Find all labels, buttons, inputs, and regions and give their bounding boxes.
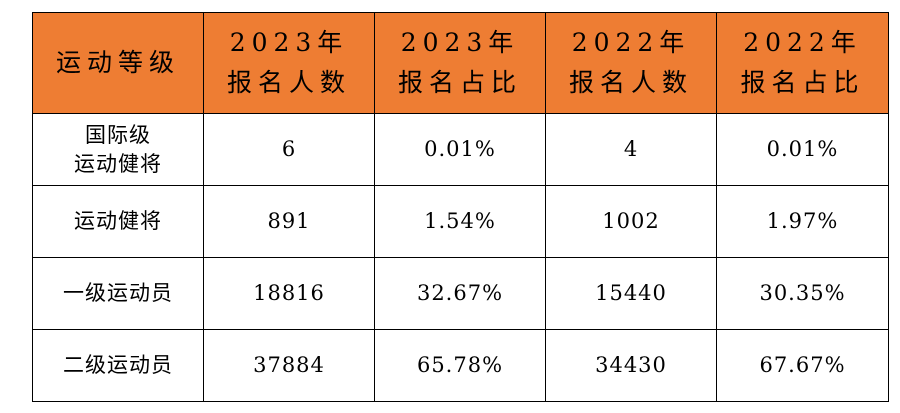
cell-count-2023: 6 [203, 113, 375, 186]
cell-level-line-1: 运动健将 [74, 209, 162, 233]
header-count-2023-line-1: 2023年 [229, 28, 349, 57]
cell-count-2023: 18816 [203, 257, 375, 330]
header-count-2022-line-1: 2022年 [571, 28, 691, 57]
cell-share-2023: 65.78% [374, 329, 546, 402]
header-share-2022: 2022年 报名占比 [716, 12, 889, 114]
cell-level: 运动健将 [32, 185, 204, 258]
header-count-2023-line-2: 报名人数 [226, 68, 351, 97]
cell-level-line-2: 运动健将 [74, 151, 162, 176]
table-row: 国际级 运动健将 6 0.01% 4 0.01% [32, 113, 889, 186]
cell-share-2022: 67.67% [716, 329, 889, 402]
cell-count-2022: 1002 [545, 185, 717, 258]
cell-share-2023: 1.54% [374, 185, 546, 258]
header-row: 运动等级 2023年 报名人数 2023年 报名占比 2022年 报名人数 20… [32, 12, 889, 114]
athlete-registration-table: 运动等级 2023年 报名人数 2023年 报名占比 2022年 报名人数 20… [32, 12, 889, 402]
cell-count-2023: 37884 [203, 329, 375, 402]
cell-count-2022: 34430 [545, 329, 717, 402]
header-count-2023: 2023年 报名人数 [203, 12, 375, 114]
table-row: 二级运动员 37884 65.78% 34430 67.67% [32, 329, 889, 402]
cell-count-2022: 15440 [545, 257, 717, 330]
table-row: 运动健将 891 1.54% 1002 1.97% [32, 185, 889, 258]
cell-level: 国际级 运动健将 [32, 113, 204, 186]
header-share-2022-line-2: 报名占比 [740, 68, 865, 97]
cell-level-line-1: 一级运动员 [63, 281, 173, 305]
table-row: 一级运动员 18816 32.67% 15440 30.35% [32, 257, 889, 330]
cell-level: 二级运动员 [32, 329, 204, 402]
cell-share-2022: 1.97% [716, 185, 889, 258]
cell-level-line-1: 二级运动员 [63, 353, 173, 377]
cell-level-line-1: 国际级 [85, 122, 151, 147]
header-share-2023-line-1: 2023年 [400, 28, 520, 57]
header-share-2023-line-2: 报名占比 [397, 68, 522, 97]
header-level-line-1: 运动等级 [55, 48, 180, 77]
cell-count-2023: 891 [203, 185, 375, 258]
header-share-2022-line-1: 2022年 [743, 28, 862, 57]
header-count-2022: 2022年 报名人数 [545, 12, 717, 114]
cell-share-2023: 0.01% [374, 113, 546, 186]
header-share-2023: 2023年 报名占比 [374, 12, 546, 114]
cell-share-2023: 32.67% [374, 257, 546, 330]
header-count-2022-line-2: 报名人数 [568, 68, 693, 97]
cell-level: 一级运动员 [32, 257, 204, 330]
cell-share-2022: 0.01% [716, 113, 889, 186]
cell-count-2022: 4 [545, 113, 717, 186]
cell-share-2022: 30.35% [716, 257, 889, 330]
header-level: 运动等级 [32, 12, 204, 114]
